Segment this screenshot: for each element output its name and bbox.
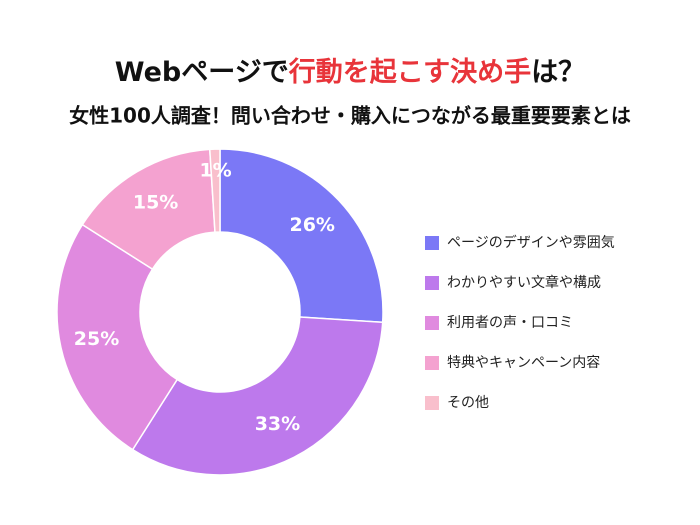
- legend-label: ページのデザインや雰囲気: [447, 234, 615, 251]
- donut-slice: [56, 223, 179, 451]
- title-highlight: 行動を起こす決め手: [288, 56, 531, 88]
- donut-slice: [219, 148, 384, 324]
- chart-subtitle: 女性100人調査！問い合わせ・購入につながる最重要要素とは: [69, 104, 631, 128]
- legend-swatch: [425, 356, 439, 370]
- legend-swatch: [425, 316, 439, 330]
- donut-slice: [208, 148, 221, 233]
- legend-label: 利用者の声・口コミ: [447, 315, 573, 331]
- donut-slice: [131, 316, 384, 476]
- title-part: は？: [531, 57, 585, 88]
- legend-swatch: [425, 276, 439, 290]
- value-label: 25%: [74, 328, 119, 350]
- chart-title: Webページで行動を起こす決め手は？: [115, 56, 585, 88]
- legend-swatch: [425, 396, 439, 410]
- value-label: 26%: [289, 214, 334, 236]
- legend-label: わかりやすい文章や構成: [447, 274, 601, 291]
- value-label: 33%: [255, 413, 300, 435]
- value-label: 1%: [199, 160, 231, 182]
- title-part: Webページで: [115, 57, 289, 88]
- legend-swatch: [425, 236, 439, 250]
- legend-label: その他: [447, 395, 489, 411]
- legend-label: 特典やキャンペーン内容: [447, 354, 600, 371]
- value-label: 15%: [133, 192, 178, 214]
